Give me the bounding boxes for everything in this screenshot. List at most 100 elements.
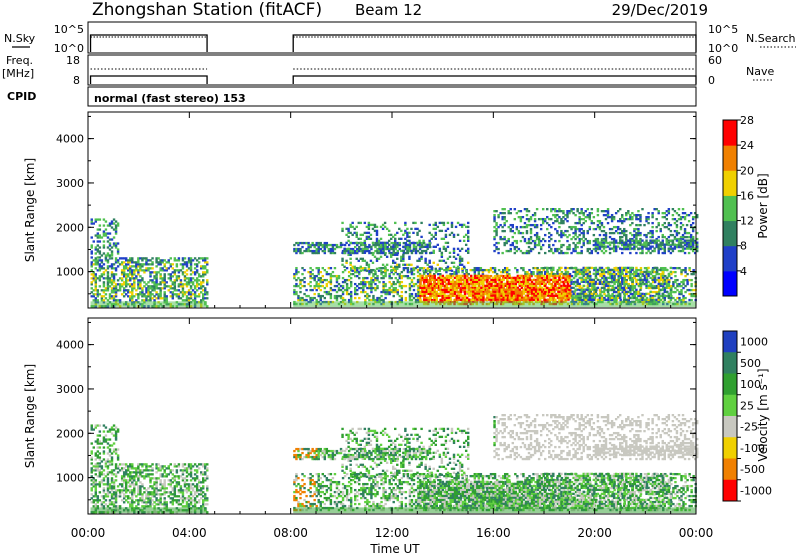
power-cell bbox=[532, 294, 536, 297]
power-cell bbox=[600, 221, 604, 225]
power-cell bbox=[494, 294, 497, 297]
power-cell bbox=[331, 249, 335, 253]
power-cell bbox=[469, 268, 472, 272]
power-cell bbox=[459, 290, 463, 294]
power-cell bbox=[185, 283, 189, 286]
power-cell bbox=[679, 225, 683, 229]
power-cell bbox=[494, 282, 497, 286]
power-cell bbox=[404, 274, 408, 278]
power-cell bbox=[416, 270, 420, 274]
power-cell bbox=[488, 292, 491, 295]
power-cell bbox=[428, 241, 431, 245]
power-cell bbox=[127, 267, 130, 270]
power-cell bbox=[525, 229, 529, 233]
power-cell bbox=[691, 217, 695, 221]
power-cell bbox=[608, 251, 612, 255]
power-cell bbox=[493, 219, 496, 223]
power-cell bbox=[647, 221, 650, 225]
power-cell bbox=[313, 292, 316, 296]
power-cell bbox=[607, 292, 610, 296]
power-cell bbox=[122, 289, 126, 292]
power-cell bbox=[94, 287, 98, 290]
power-cell bbox=[494, 284, 497, 288]
power-cell bbox=[106, 261, 110, 264]
power-cell bbox=[493, 229, 496, 233]
power-cell bbox=[347, 278, 351, 282]
power-cell bbox=[311, 251, 314, 255]
power-cell bbox=[381, 251, 385, 254]
power-cell bbox=[114, 224, 118, 227]
power-cell bbox=[319, 247, 322, 251]
power-cell bbox=[183, 293, 187, 296]
power-cell bbox=[345, 292, 349, 296]
nsearch-tick-top: 10^5 bbox=[708, 23, 738, 36]
power-cell bbox=[580, 286, 584, 290]
power-cell bbox=[349, 282, 353, 286]
power-cell bbox=[461, 282, 465, 286]
power-cell bbox=[181, 257, 185, 260]
power-cell bbox=[169, 263, 172, 266]
power-cell bbox=[509, 227, 512, 231]
power-cell bbox=[502, 284, 505, 288]
power-cell bbox=[141, 269, 144, 272]
power-cell bbox=[455, 290, 459, 294]
power-cell bbox=[457, 290, 461, 294]
power-cell bbox=[141, 291, 144, 294]
power-cell bbox=[504, 294, 507, 297]
power-cell bbox=[120, 273, 124, 276]
power-cell bbox=[635, 251, 638, 255]
power-cell bbox=[387, 249, 391, 252]
power-cell bbox=[295, 247, 298, 251]
power-cell bbox=[506, 278, 509, 282]
power-cell bbox=[684, 296, 687, 300]
power-cell bbox=[639, 217, 642, 221]
power-cell bbox=[364, 294, 367, 298]
power-cell bbox=[540, 266, 543, 270]
power-cell bbox=[333, 284, 337, 288]
power-cell bbox=[343, 247, 346, 250]
power-cell bbox=[460, 257, 464, 260]
power-cell bbox=[578, 284, 582, 288]
power-cell bbox=[459, 280, 463, 284]
power-cell bbox=[562, 272, 566, 276]
power-cell bbox=[574, 231, 577, 235]
power-cell bbox=[527, 210, 531, 213]
power-cell bbox=[580, 223, 583, 227]
power-cell bbox=[500, 294, 503, 297]
power-cell bbox=[112, 242, 116, 245]
power-cell bbox=[319, 296, 322, 300]
power-cell bbox=[449, 274, 452, 278]
power-cell bbox=[536, 266, 539, 270]
power-cell bbox=[510, 278, 513, 282]
power-cell bbox=[335, 290, 339, 294]
power-cell bbox=[519, 215, 523, 219]
power-cell bbox=[556, 213, 559, 217]
power-cell bbox=[478, 284, 481, 288]
power-cell bbox=[90, 250, 93, 253]
power-cell bbox=[339, 241, 343, 245]
power-cell bbox=[484, 284, 487, 288]
power-cell bbox=[455, 296, 459, 299]
power-cell bbox=[475, 266, 479, 270]
power-cell bbox=[556, 229, 559, 233]
power-cell bbox=[585, 278, 588, 282]
power-cell bbox=[672, 290, 675, 294]
power-cell bbox=[323, 251, 327, 255]
power-cell bbox=[112, 297, 116, 300]
power-cell bbox=[441, 282, 445, 286]
power-cell bbox=[204, 293, 207, 296]
power-cell bbox=[460, 263, 464, 266]
power-cell bbox=[505, 239, 508, 243]
power-cell bbox=[149, 291, 152, 294]
power-cell bbox=[341, 251, 344, 254]
power-cell bbox=[477, 282, 481, 286]
power-cell bbox=[370, 288, 373, 292]
power-cell bbox=[193, 291, 197, 294]
power-cell bbox=[458, 255, 462, 258]
power-cell bbox=[389, 233, 393, 237]
power-cell bbox=[92, 222, 95, 225]
power-cell bbox=[106, 277, 110, 280]
power-cell bbox=[386, 245, 389, 249]
power-cell bbox=[593, 280, 596, 284]
power-cell bbox=[153, 283, 156, 286]
